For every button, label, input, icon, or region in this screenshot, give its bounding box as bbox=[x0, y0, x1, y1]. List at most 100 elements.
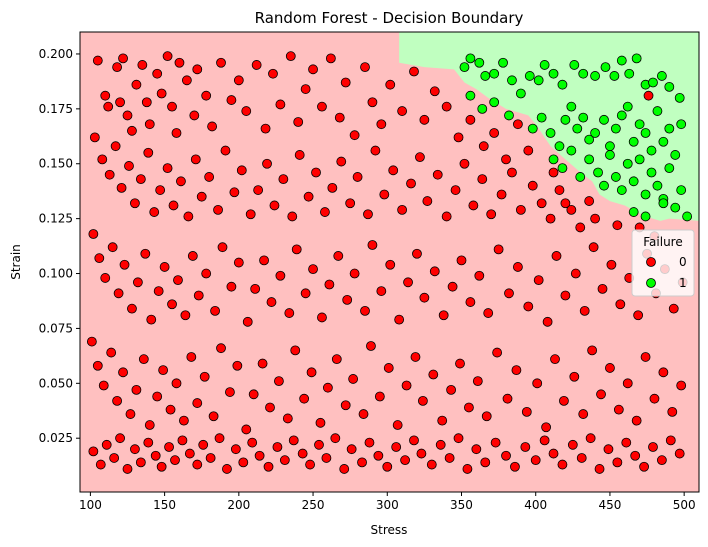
point-class-0-47 bbox=[429, 86, 440, 97]
x-axis-label: Stress bbox=[371, 523, 408, 537]
point-class-0-28 bbox=[260, 123, 271, 134]
point-class-1-58 bbox=[584, 154, 595, 165]
point-class-0-330 bbox=[603, 444, 614, 455]
point-class-0-241 bbox=[437, 415, 448, 426]
point-class-1-26 bbox=[465, 90, 476, 101]
point-class-0-213 bbox=[199, 371, 210, 382]
point-class-0-306 bbox=[382, 461, 393, 472]
point-class-0-232 bbox=[358, 409, 369, 419]
point-class-0-302 bbox=[346, 444, 357, 455]
point-class-1-32 bbox=[545, 128, 556, 138]
point-class-0-229 bbox=[331, 354, 342, 365]
point-class-1-77 bbox=[658, 198, 669, 209]
point-class-0-231 bbox=[348, 374, 359, 384]
point-class-0-54 bbox=[513, 119, 523, 130]
point-class-1-61 bbox=[605, 150, 615, 160]
point-class-0-9 bbox=[137, 60, 148, 70]
point-class-0-316 bbox=[471, 444, 482, 455]
point-class-0-105 bbox=[415, 152, 425, 163]
point-class-0-166 bbox=[412, 248, 422, 259]
point-class-0-76 bbox=[176, 176, 186, 187]
point-class-0-137 bbox=[173, 275, 183, 286]
point-class-0-198 bbox=[98, 380, 109, 391]
point-class-0-138 bbox=[180, 310, 191, 321]
point-class-0-242 bbox=[446, 384, 457, 395]
point-class-1-37 bbox=[578, 112, 589, 123]
point-class-1-1 bbox=[465, 53, 476, 64]
point-class-0-144 bbox=[226, 281, 237, 292]
point-class-1-30 bbox=[527, 123, 538, 134]
point-class-0-147 bbox=[250, 283, 261, 294]
point-class-0-268 bbox=[88, 446, 99, 457]
legend-marker-0 bbox=[646, 257, 656, 267]
point-class-0-173 bbox=[474, 270, 485, 281]
point-class-1-64 bbox=[622, 158, 633, 169]
point-class-1-50 bbox=[658, 136, 669, 147]
point-class-0-103 bbox=[397, 204, 408, 215]
point-class-0-178 bbox=[523, 301, 534, 312]
point-class-0-131 bbox=[132, 277, 143, 288]
point-class-0-21 bbox=[201, 90, 212, 101]
point-class-0-112 bbox=[477, 174, 488, 185]
point-class-0-155 bbox=[317, 312, 327, 323]
point-class-0-175 bbox=[493, 244, 504, 255]
point-class-1-62 bbox=[610, 172, 621, 182]
point-class-0-98 bbox=[352, 172, 363, 182]
point-class-0-202 bbox=[125, 409, 136, 419]
point-class-0-224 bbox=[290, 345, 301, 356]
point-class-0-15 bbox=[167, 101, 177, 112]
point-class-0-288 bbox=[230, 444, 241, 455]
point-class-0-109 bbox=[450, 185, 461, 195]
point-class-0-319 bbox=[501, 450, 511, 461]
point-class-0-32 bbox=[293, 117, 304, 127]
point-class-0-185 bbox=[588, 242, 599, 253]
point-class-0-159 bbox=[349, 268, 360, 279]
point-class-0-44 bbox=[397, 106, 408, 116]
point-class-0-180 bbox=[542, 316, 553, 327]
point-class-0-327 bbox=[576, 453, 587, 463]
point-class-0-299 bbox=[321, 453, 332, 463]
point-class-0-87 bbox=[262, 158, 272, 169]
point-class-1-28 bbox=[489, 97, 500, 108]
point-class-0-111 bbox=[468, 200, 479, 211]
point-class-0-24 bbox=[226, 95, 237, 105]
point-class-1-0 bbox=[459, 62, 470, 73]
point-class-1-9 bbox=[533, 75, 544, 86]
point-class-1-51 bbox=[664, 123, 675, 134]
point-class-0-7 bbox=[127, 125, 137, 136]
point-class-0-312 bbox=[435, 439, 446, 450]
point-class-1-23 bbox=[656, 71, 667, 81]
point-class-0-94 bbox=[320, 207, 330, 217]
point-class-0-78 bbox=[190, 154, 201, 165]
point-class-0-4 bbox=[115, 97, 125, 108]
point-class-1-38 bbox=[584, 134, 595, 145]
point-class-0-48 bbox=[441, 101, 452, 112]
point-class-0-208 bbox=[165, 404, 176, 415]
point-class-0-141 bbox=[201, 268, 212, 279]
point-class-0-97 bbox=[345, 198, 356, 209]
point-class-0-10 bbox=[141, 97, 152, 108]
point-class-0-29 bbox=[268, 68, 278, 79]
point-class-0-237 bbox=[401, 380, 412, 391]
point-class-0-81 bbox=[213, 204, 223, 215]
point-class-0-27 bbox=[251, 60, 262, 70]
point-class-0-230 bbox=[340, 400, 351, 411]
point-class-1-14 bbox=[578, 68, 589, 79]
point-class-0-238 bbox=[410, 352, 421, 362]
point-class-0-182 bbox=[560, 290, 571, 301]
point-class-1-15 bbox=[590, 71, 600, 81]
point-class-0-85 bbox=[245, 209, 256, 220]
point-class-1-11 bbox=[548, 68, 559, 79]
point-class-0-63 bbox=[89, 132, 100, 143]
point-class-0-214 bbox=[208, 411, 219, 422]
point-class-0-335 bbox=[648, 442, 658, 452]
point-class-0-309 bbox=[409, 435, 419, 446]
point-class-0-101 bbox=[379, 189, 390, 200]
point-class-1-47 bbox=[640, 128, 651, 138]
point-class-0-163 bbox=[385, 259, 396, 270]
point-class-0-90 bbox=[287, 211, 298, 222]
point-class-0-114 bbox=[496, 189, 507, 200]
point-class-0-287 bbox=[222, 464, 232, 474]
point-class-0-307 bbox=[391, 442, 402, 452]
point-class-0-41 bbox=[367, 97, 378, 108]
